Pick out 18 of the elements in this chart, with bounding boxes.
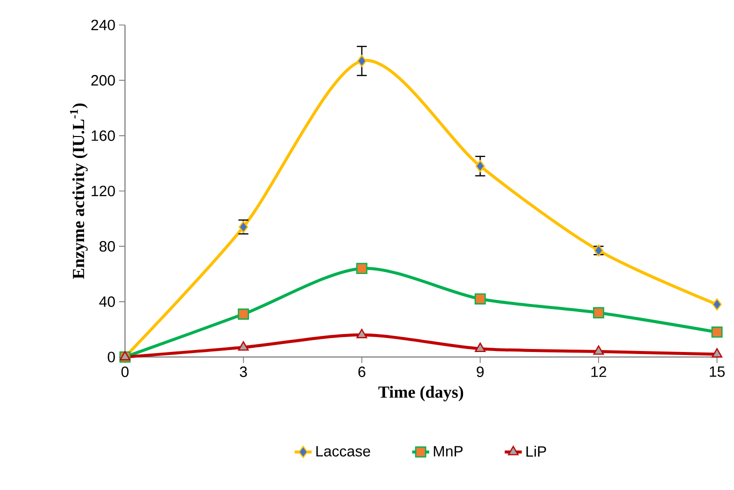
x-tick-label: 9 [476,366,484,378]
x-tick-label: 0 [121,366,129,378]
y-tick-label: 240 [91,20,115,30]
y-tick-label: 40 [99,296,115,307]
x-tick-label: 3 [240,366,247,378]
x-tick-label: 6 [358,366,366,378]
legend-label: LiP [526,446,546,457]
y-axis-title: Enzyme activity (IU.L$^{-1}$) [70,104,88,279]
y-tick-label: 160 [92,130,115,141]
x-tick-label: 15 [710,366,725,377]
legend-label: MnP [434,446,463,456]
x-tick-label: 12 [591,366,606,377]
y-tick-label: 120 [92,186,115,196]
y-tick-label: 200 [91,75,115,86]
y-tick-label: 0 [108,352,115,362]
y-tick-label: 80 [100,241,115,252]
x-axis-title: Time (days) [378,386,464,402]
legend-label: Laccase [316,446,370,456]
